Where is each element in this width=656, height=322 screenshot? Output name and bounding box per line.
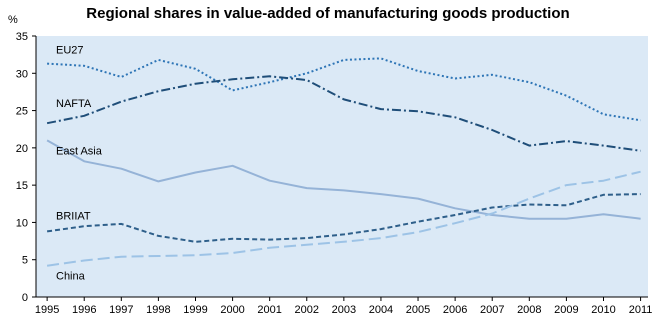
x-tick-label: 1999 [183,304,207,316]
x-tick-label: 2004 [369,304,393,316]
y-axis-unit-label: % [8,14,18,26]
y-tick-label: 15 [16,180,28,192]
y-tick-label: 25 [16,106,28,118]
x-tick-label: 2002 [295,304,319,316]
x-tick-label: 2003 [332,304,356,316]
y-tick-label: 35 [16,31,28,43]
x-tick-label: 1998 [146,304,170,316]
series-label-briiat: BRIIAT [56,210,91,222]
x-tick-label: 2006 [443,304,467,316]
y-tick-label: 20 [16,143,28,155]
series-line-briiat [46,193,641,243]
series-line-east-asia [46,139,641,220]
y-tick-label: 5 [22,255,28,267]
series-line-china [46,170,641,267]
x-tick-label: 2000 [220,304,244,316]
chart-title: Regional shares in value-added of manufa… [86,5,570,22]
y-tick-label: 10 [16,217,28,229]
x-tick-label: 1997 [109,304,133,316]
series-label-nafta: NAFTA [56,98,92,110]
x-tick-label: 2011 [629,304,653,316]
series-label-east-asia: East Asia [56,145,103,157]
series-label-china: China [56,271,86,283]
x-tick-label: 2005 [406,304,430,316]
x-tick-label: 1996 [72,304,96,316]
x-tick-label: 1995 [35,304,59,316]
x-tick-label: 2010 [591,304,615,316]
plot-area [36,36,648,297]
x-tick-label: 2001 [257,304,281,316]
y-tick-label: 30 [16,68,28,80]
x-tick-label: 2009 [554,304,578,316]
x-tick-label: 2008 [517,304,541,316]
series-label-eu27: EU27 [56,45,84,57]
series-line-nafta [46,75,641,152]
y-tick-label: 0 [22,292,28,304]
x-tick-label: 2007 [480,304,504,316]
